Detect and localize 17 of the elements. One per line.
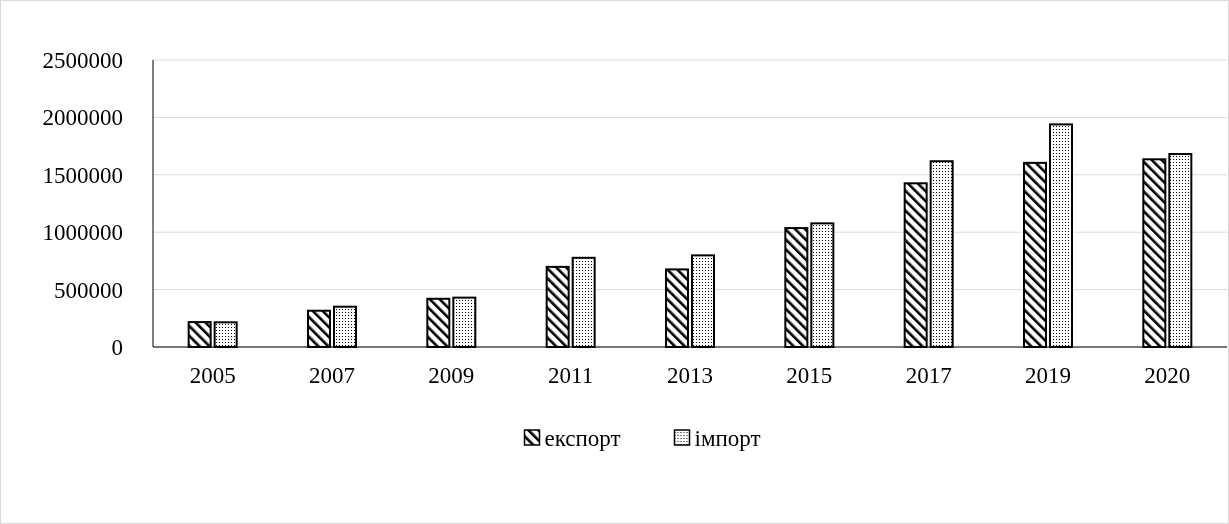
y-tick-label: 2500000 <box>42 48 123 74</box>
x-tick-label: 2019 <box>1025 363 1071 388</box>
x-tick-label: 2017 <box>905 363 952 388</box>
legend-label: імпорт <box>694 426 761 452</box>
y-tick-label: 0 <box>111 335 123 361</box>
x-tick-label: 2007 <box>309 363 355 388</box>
y-tick-label: 1000000 <box>42 220 123 246</box>
y-tick-label: 2000000 <box>42 105 123 131</box>
y-tick-label: 1500000 <box>42 162 123 188</box>
x-tick-label: 2020 <box>1144 363 1191 388</box>
x-tick-label: 2013 <box>667 363 713 388</box>
y-tick-label: 500000 <box>54 277 123 303</box>
x-tick-label: 2009 <box>428 363 475 388</box>
x-tick-label: 2011 <box>548 363 594 388</box>
x-tick-label: 2015 <box>786 363 833 388</box>
x-tick-label: 2005 <box>189 363 236 388</box>
legend-label: експорт <box>544 426 621 452</box>
